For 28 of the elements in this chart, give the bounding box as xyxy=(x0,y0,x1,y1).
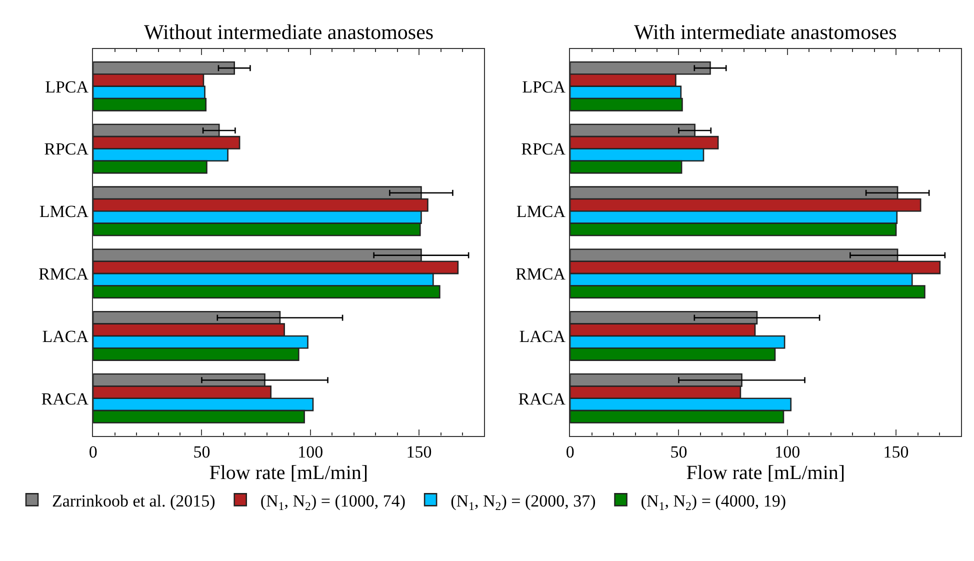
legend-label: (N$_{1}$, N$_{2}$) = (2000, 37) xyxy=(450,491,596,513)
y-tick-label: RACA xyxy=(41,389,90,408)
y-tick-label: LACA xyxy=(519,326,566,346)
x-tick-label: 150 xyxy=(406,442,432,462)
x-tick-label: 0 xyxy=(88,442,98,462)
chart-title: With intermediate anastomoses xyxy=(634,20,897,44)
y-tick-label: LPCA xyxy=(522,77,566,96)
x-axis-title: Flow rate [mL/min] xyxy=(686,462,846,484)
legend-label: Zarrinkoob et al. (2015) xyxy=(52,491,216,510)
y-tick-label: RMCA xyxy=(515,264,566,284)
y-tick-label: RACA xyxy=(518,389,566,408)
x-tick-label: 0 xyxy=(566,442,574,462)
x-tick-label: 150 xyxy=(883,442,909,462)
y-tick-label: RMCA xyxy=(38,264,90,284)
y-tick-label: RPCA xyxy=(44,140,90,159)
legend-label: (N$_{1}$, N$_{2}$) = (4000, 19) xyxy=(640,491,786,513)
x-tick-label: 50 xyxy=(670,442,688,462)
x-axis-title: Flow rate [mL/min] xyxy=(209,462,368,484)
y-tick-label: LACA xyxy=(42,326,90,346)
x-tick-label: 50 xyxy=(193,442,210,462)
y-tick-label: LMCA xyxy=(39,202,90,222)
legend-label: (N$_{1}$, N$_{2}$) = (1000, 74) xyxy=(260,491,406,513)
chart-title: Without intermediate anastomoses xyxy=(144,20,434,44)
x-tick-label: 100 xyxy=(298,442,324,462)
y-tick-label: RPCA xyxy=(521,140,566,159)
y-tick-label: LPCA xyxy=(45,77,90,96)
y-tick-label: LMCA xyxy=(516,202,566,222)
x-tick-label: 100 xyxy=(774,442,800,462)
